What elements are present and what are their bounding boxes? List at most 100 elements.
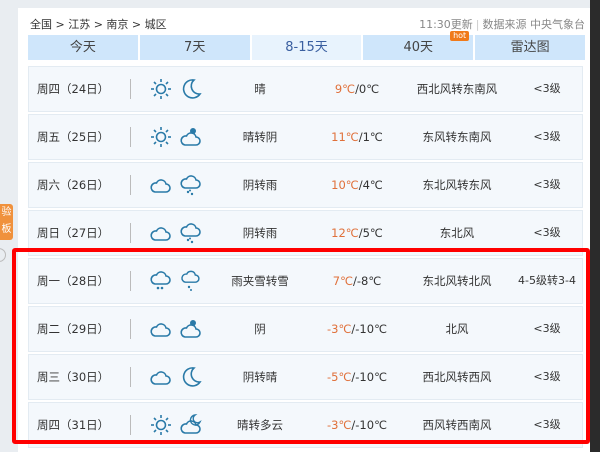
weather-desc: 晴 [254, 82, 266, 96]
high-temp: -3℃ [327, 322, 352, 336]
wind-level: <3级 [533, 322, 561, 335]
moon-icon [182, 79, 202, 99]
weather-icons [149, 221, 209, 245]
sun-icon [151, 79, 171, 99]
temperature: -3℃/-10℃ [311, 307, 403, 351]
weather-desc: 阴 [254, 322, 266, 336]
divider [130, 271, 131, 291]
tab-3[interactable]: 40天 hot [363, 31, 474, 60]
low-temp: /-10℃ [351, 418, 387, 432]
weather-icons [149, 365, 209, 389]
tab-0[interactable]: 今天 [28, 35, 138, 60]
date: 周六（26日） [37, 178, 110, 192]
wind-level: <3级 [533, 226, 561, 239]
forecast-tabs: 今天 7天 8-15天 40天 hot 雷达图 [28, 31, 585, 60]
low-temp: /4℃ [358, 178, 383, 192]
window-edge [590, 0, 600, 452]
weather-icons [149, 317, 209, 341]
wind-direction: 北风 [445, 322, 469, 336]
wind-level: <3级 [533, 418, 561, 431]
wind-level: 4-5级转3-4 [518, 274, 576, 287]
temperature: 7℃/-8℃ [311, 259, 403, 303]
low-temp: /-10℃ [351, 370, 387, 384]
cloud-rain-icon [180, 175, 201, 196]
weather-icons [149, 413, 209, 437]
weather-desc: 阴转雨 [242, 226, 278, 240]
tab-4[interactable]: 雷达图 [475, 35, 585, 60]
date: 周二（29日） [37, 322, 110, 336]
divider [130, 127, 131, 147]
tab-1[interactable]: 7天 [139, 35, 250, 60]
tab-2[interactable]: 8-15天 [251, 35, 362, 60]
temperature: 9℃/0℃ [311, 67, 403, 111]
side-feedback-tab[interactable]: 验板 [0, 204, 13, 240]
tab-label: 7天 [184, 40, 206, 55]
divider [130, 415, 131, 435]
weather-desc: 晴转阴 [242, 130, 278, 144]
cloud-icon [150, 371, 171, 385]
data-source: 数据来源 中央气象台 [482, 18, 586, 31]
weather-desc: 阴转雨 [242, 178, 278, 192]
temperature: 10℃/4℃ [311, 163, 403, 207]
cloud-snow-icon [150, 271, 171, 290]
update-time: 11:30更新 [419, 18, 473, 31]
cloud-icon [150, 179, 171, 193]
breadcrumb[interactable]: 全国 > 江苏 > 南京 > 城区 [30, 18, 167, 31]
weather-desc: 阴转晴 [242, 370, 278, 384]
hot-badge: hot [450, 31, 470, 41]
cloud-snow-small-icon [181, 270, 200, 291]
date: 周五（25日） [37, 130, 110, 144]
forecast-row: 周三（30日） 阴转晴 -5℃/-10℃ 西北风转西风 <3级 [28, 354, 583, 400]
high-temp: 9℃ [334, 82, 356, 96]
weather-desc: 晴转多云 [237, 418, 283, 432]
wind-level: <3级 [533, 82, 561, 95]
tab-label: 雷达图 [510, 40, 550, 55]
wind-direction: 东风转东南风 [422, 130, 492, 144]
date: 周三（30日） [37, 370, 110, 384]
cloud-icon [150, 323, 171, 337]
high-temp: 7℃ [332, 274, 353, 288]
cloud-rain-icon [180, 223, 201, 244]
side-circle-button[interactable] [0, 248, 6, 262]
cloud-moon-icon [180, 414, 202, 434]
high-temp: 10℃ [331, 178, 359, 192]
low-temp: /0℃ [355, 82, 380, 96]
wind-direction: 西风转西南风 [422, 418, 492, 432]
tab-label: 40天 [403, 40, 434, 55]
wind-direction: 东北风 [439, 226, 475, 240]
update-info: 11:30更新 | 数据来源 中央气象台 [419, 18, 586, 31]
low-temp: /5℃ [358, 226, 383, 240]
forecast-row: 周四（24日） 晴 9℃/0℃ 西北风转东南风 <3级 [28, 66, 583, 112]
divider [130, 367, 131, 387]
temperature: 12℃/5℃ [311, 211, 403, 255]
weather-icons [149, 269, 209, 293]
date: 周日（27日） [37, 226, 110, 240]
forecast-row: 周一（28日） 雨夹雪转雪 7℃/-8℃ 东北风转北风 4-5级转3-4 [28, 258, 583, 304]
weather-icons [149, 77, 209, 101]
low-temp: /-8℃ [352, 274, 382, 288]
date: 周四（31日） [37, 418, 110, 432]
high-temp: -5℃ [327, 370, 352, 384]
forecast-row: 周四（31日） 晴转多云 -3℃/-10℃ 西风转西南风 <3级 [28, 402, 583, 448]
temperature: 11℃/1℃ [311, 115, 403, 159]
temperature: -5℃/-10℃ [311, 355, 403, 399]
wind-direction: 西北风转西风 [422, 370, 492, 384]
temperature: -3℃/-10℃ [311, 403, 403, 447]
moon-icon [182, 367, 202, 387]
low-temp: /-10℃ [351, 322, 387, 336]
weather-icons [149, 125, 209, 149]
wind-level: <3级 [533, 370, 561, 383]
high-temp: -3℃ [327, 418, 352, 432]
forecast-row: 周日（27日） 阴转雨 12℃/5℃ 东北风 <3级 [28, 210, 583, 256]
high-temp: 12℃ [331, 226, 359, 240]
wind-direction: 东北风转东风 [422, 178, 492, 192]
cloud-icon [150, 227, 171, 241]
date: 周一（28日） [37, 274, 110, 288]
cloud-sun-icon [180, 320, 201, 338]
weather-icons [149, 173, 209, 197]
high-temp: 11℃ [331, 130, 359, 144]
tab-label: 今天 [69, 40, 96, 55]
sun-icon [151, 415, 171, 435]
low-temp: /1℃ [358, 130, 383, 144]
weather-desc: 雨夹雪转雪 [231, 274, 289, 288]
